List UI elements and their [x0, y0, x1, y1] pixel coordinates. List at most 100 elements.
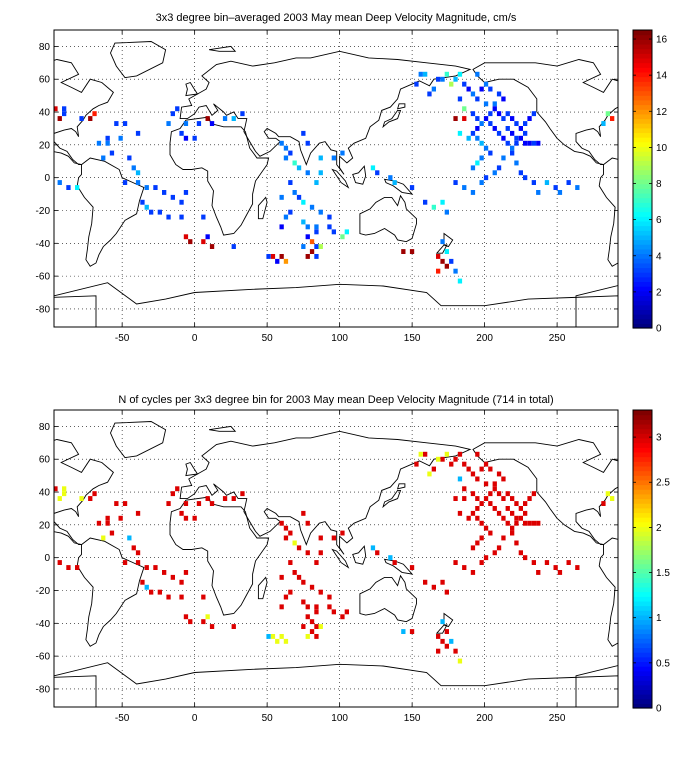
colorbar-swatch: [633, 698, 652, 704]
data-cell: [144, 584, 149, 590]
data-cell: [149, 209, 154, 215]
colorbar-swatch: [633, 489, 652, 495]
data-cell: [96, 140, 102, 146]
data-cell: [205, 496, 210, 501]
data-cell: [140, 199, 145, 205]
data-cell: [101, 535, 106, 541]
coastline: [435, 244, 448, 254]
colorbar-swatch: [633, 225, 652, 231]
colorbar-swatch: [633, 43, 652, 50]
x-tick-label: 250: [549, 713, 566, 724]
data-cell: [479, 535, 484, 541]
colorbar-swatch: [633, 456, 652, 462]
colorbar-swatch: [633, 262, 652, 269]
data-cell: [466, 135, 471, 141]
colorbar-swatch: [633, 281, 652, 287]
data-cell: [288, 180, 293, 185]
data-cell: [444, 589, 449, 595]
colorbar-swatch: [633, 689, 652, 695]
colorbar-swatch: [633, 437, 652, 444]
data-cell: [483, 145, 489, 151]
data-cell: [296, 574, 302, 580]
data-cell: [183, 190, 189, 195]
coastline: [692, 117, 696, 235]
colorbar-swatch: [633, 34, 652, 40]
data-cell: [444, 643, 449, 649]
data-cell: [183, 234, 189, 240]
colorbar-swatch: [633, 568, 652, 574]
data-cell: [305, 550, 310, 556]
data-cell: [453, 116, 458, 121]
colorbar-tick-label: 2.5: [656, 478, 670, 489]
data-cell: [54, 486, 58, 492]
data-cell: [62, 491, 67, 497]
data-cell: [575, 565, 580, 570]
data-cell: [144, 185, 149, 190]
colorbar-swatch: [633, 118, 652, 124]
data-cell: [409, 185, 415, 190]
data-cell: [135, 550, 141, 556]
data-cell: [514, 520, 519, 526]
data-cell: [314, 634, 319, 639]
data-cell: [157, 209, 162, 215]
data-cell: [331, 229, 336, 235]
data-cell: [462, 486, 467, 492]
data-cell: [288, 209, 293, 215]
x-tick-label: -50: [115, 713, 130, 724]
data-cell: [436, 648, 441, 654]
data-cell: [462, 496, 467, 501]
data-cell: [105, 515, 110, 521]
coastline: [185, 461, 199, 477]
data-cell: [479, 140, 484, 146]
data-cell: [449, 638, 454, 644]
data-cell: [79, 496, 84, 501]
data-cell: [118, 135, 123, 141]
coastline: [76, 157, 145, 267]
coastline: [54, 295, 97, 327]
data-cell: [488, 86, 493, 92]
data-cell: [314, 604, 319, 610]
data-cell: [453, 268, 458, 274]
coastline: [209, 425, 237, 432]
data-cell: [162, 190, 167, 195]
colorbar-swatch: [633, 272, 652, 278]
data-cell: [427, 91, 432, 97]
data-cell: [375, 170, 380, 176]
data-cell: [175, 486, 180, 492]
data-cell: [553, 565, 558, 570]
data-cell: [149, 589, 154, 595]
data-cell: [475, 71, 480, 77]
data-cell: [305, 634, 310, 639]
y-tick-label: 80: [39, 42, 51, 53]
colorbar-swatch: [633, 67, 652, 73]
data-cell: [566, 560, 571, 565]
data-cell: [514, 160, 519, 166]
data-cell: [479, 155, 484, 161]
data-cell: [536, 190, 541, 195]
data-cell: [135, 560, 141, 565]
colorbar-swatch: [633, 451, 652, 458]
data-cell: [144, 204, 149, 210]
data-cell: [318, 155, 323, 161]
coastline: [54, 282, 618, 327]
data-cell: [122, 560, 128, 565]
data-cell: [431, 584, 436, 590]
data-cell: [531, 491, 536, 497]
coastline: [54, 439, 114, 546]
y-tick-label: -40: [36, 619, 51, 630]
data-cell: [505, 520, 510, 526]
data-cell: [205, 116, 210, 121]
data-cell: [270, 254, 276, 259]
data-cell: [605, 111, 610, 117]
data-cell: [523, 121, 528, 126]
data-cell: [601, 121, 606, 126]
data-cell: [75, 565, 80, 570]
colorbar-swatch: [633, 206, 652, 213]
data-cell: [453, 560, 458, 565]
x-tick-label: 150: [404, 713, 421, 724]
data-cell: [501, 135, 506, 141]
data-cell: [314, 624, 319, 629]
x-tick-label: 200: [476, 713, 493, 724]
data-cell: [327, 604, 332, 610]
data-cell: [536, 140, 541, 146]
